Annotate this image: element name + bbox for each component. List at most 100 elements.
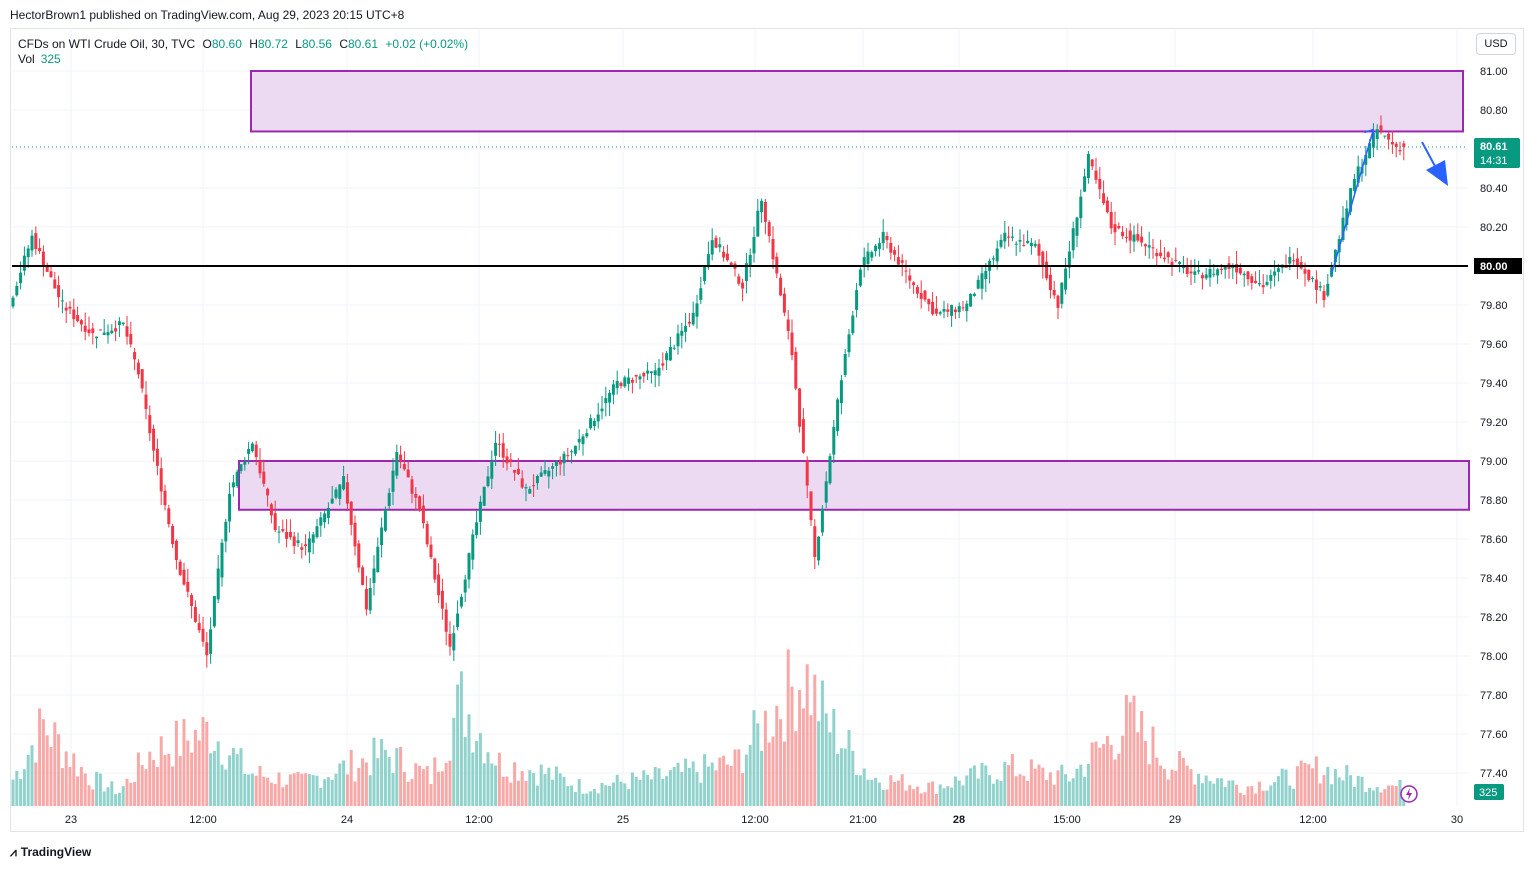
candle-body [680,330,684,336]
volume-bar [729,765,733,806]
volume-bar [680,771,684,806]
volume-bar [1200,783,1204,806]
candle-body [117,321,121,326]
volume-bar [551,779,555,806]
volume-bar [1136,732,1140,806]
candle-body [1269,275,1273,281]
volume-bar [1368,787,1372,806]
candle-body [984,270,988,280]
candle-body [999,239,1003,247]
volume-bar [1170,769,1174,806]
candle-body [1349,188,1353,212]
last-price-bg [1474,138,1520,169]
x-tick-label: 12:00 [1299,814,1327,826]
candle-body [714,237,718,248]
volume-bar [38,708,42,806]
close-value: 80.61 [348,37,379,51]
candle-body [163,490,167,506]
volume-bar [1045,779,1049,806]
volume-bar [433,757,437,806]
volume-bar [961,785,965,806]
candle-body [391,470,395,492]
candle-body [383,509,387,531]
candle-body [1383,135,1387,137]
currency-button[interactable]: USD [1476,33,1516,55]
volume-bar [205,721,209,806]
y-tick-label: 78.00 [1480,651,1508,663]
candle-body [243,461,247,465]
candle-body [965,303,969,312]
candle-body [817,536,821,561]
candle-body [995,248,999,262]
candle-body [851,315,855,334]
candle-body [748,255,752,267]
volume-bar [999,781,1003,806]
candle-body [790,332,794,356]
candle-body [801,419,805,453]
volume-bar [851,750,855,806]
volume-bar [532,772,536,806]
candle-body [919,293,923,299]
volume-bar [402,772,406,806]
candle-body [1394,143,1398,147]
x-tick-label: 30 [1451,814,1463,826]
candle-body [881,231,885,244]
volume-bar [387,757,391,806]
candle-body [376,546,380,572]
volume-bar [866,779,870,806]
candle-body [915,287,919,294]
x-tick-label: 29 [1169,814,1181,826]
volume-bar [744,754,748,806]
candle-body [106,332,110,336]
support-zone [238,460,1470,511]
candle-body [425,524,429,545]
volume-bar [1162,769,1166,806]
volume-bar [1280,768,1284,806]
candle-body [608,392,612,403]
candle-body [1037,243,1041,256]
candle-body [1387,133,1391,140]
candle-body [224,521,228,542]
volume-bar [1238,792,1242,806]
candle-body [1151,247,1155,249]
volume-bar [19,778,23,806]
candle-body [1390,141,1394,145]
candle-body [250,443,254,452]
candle-body [167,508,171,525]
candle-body [756,210,760,237]
volume-bar [893,781,897,806]
candle-body [334,489,338,498]
y-tick-label: 77.60 [1480,729,1508,741]
volume-bar [589,791,593,806]
candle-body [387,492,391,507]
volume-bar [1227,780,1231,806]
candle-body [182,569,186,585]
candle-body [1364,155,1368,165]
candle-body [342,476,346,490]
volume-bar [349,749,353,806]
candle-body [1056,295,1060,308]
volume-bar [1219,778,1223,806]
candle-body [478,501,482,522]
volume-bar [988,775,992,806]
volume-bar [1071,778,1075,806]
volume-bar [836,754,840,806]
level-label-bg [1474,258,1522,274]
candle-body [178,561,182,575]
candle-body [1132,234,1136,242]
volume-bar [1273,782,1277,806]
volume-bar [627,789,631,806]
y-tick-label: 77.80 [1480,690,1508,702]
footer-brand[interactable]: ⩘ TradingView [10,845,91,860]
volume-bar [1140,711,1144,806]
volume-bar [1269,785,1273,806]
candle-body [201,628,205,642]
volume-bar [444,762,448,806]
candle-body [171,526,175,545]
volume-bar [136,752,140,806]
candle-body [76,315,80,322]
volume-bar [1029,759,1033,806]
candle-body [634,374,638,377]
volume-bar [980,762,984,806]
